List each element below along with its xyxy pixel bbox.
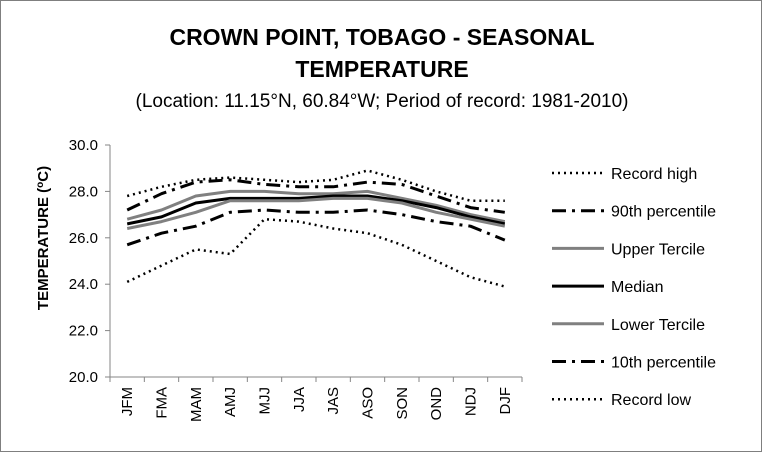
chart-title-line-1: CROWN POINT, TOBAGO - SEASONAL [169,24,595,50]
x-tick-label: ASO [360,387,377,419]
series-line-lower-tercile [126,196,506,230]
y-tick-label: 26.0 [69,230,98,247]
series-line-upper-tercile [126,189,506,224]
y-axis-label: TEMPERATURE (oC) [35,166,53,310]
x-tick-label: MJJ [257,387,274,415]
legend: Record high 90th percentile Upper Tercile M… [552,166,716,409]
y-axis-label-pre: TEMPERATURE ( [35,188,52,310]
legend-label: 90th percentile [611,204,716,221]
series-lines [126,169,506,288]
series-line-10th-percentile [126,208,506,247]
series-line-median [126,194,506,226]
y-tick-label: 22.0 [69,323,98,340]
x-tick-label: NDJ [463,387,480,416]
y-tick-label: 28.0 [69,183,98,200]
x-tick-label: AMJ [222,387,239,417]
y-tick-label: 20.0 [69,369,98,386]
x-tick-label: JAS [325,387,342,415]
y-axis-label-sup: o [35,182,46,188]
legend-label: Record low [611,392,691,409]
legend-label: Upper Tercile [611,241,705,258]
chart-subtitle: (Location: 11.15°N, 60.84°W; Period of r… [135,91,629,112]
x-tick-label: JJA [291,387,308,412]
x-tick-label: FMA [154,387,171,419]
legend-label: Record high [611,166,697,183]
legend-label: Median [611,279,663,296]
series-line-record-low [126,217,506,288]
x-tick-label: SON [394,387,411,420]
chart-axes [105,144,523,382]
legend-label: Lower Tercile [611,317,705,334]
x-tick-labels: JFM FMA MAM AMJ MJJ JJA JAS ASO SON OND NDJ DJF [119,387,514,422]
x-tick-label: OND [428,387,445,421]
y-axis-label-post: C) [35,166,52,182]
chart-title: CROWN POINT, TOBAGO - SEASONAL TEMPERATU… [1,21,762,85]
legend-label: 10th percentile [611,355,716,372]
y-tick-labels: 20.0 22.0 24.0 26.0 28.0 30.0 [69,137,98,386]
y-tick-label: 24.0 [69,276,98,293]
series-line-90th-percentile [126,178,506,214]
y-tick-label: 30.0 [69,137,98,154]
chart-title-line-2: TEMPERATURE [295,56,469,82]
x-tick-label: MAM [188,387,205,422]
x-tick-label: DJF [497,387,514,415]
x-tick-label: JFM [119,387,136,416]
